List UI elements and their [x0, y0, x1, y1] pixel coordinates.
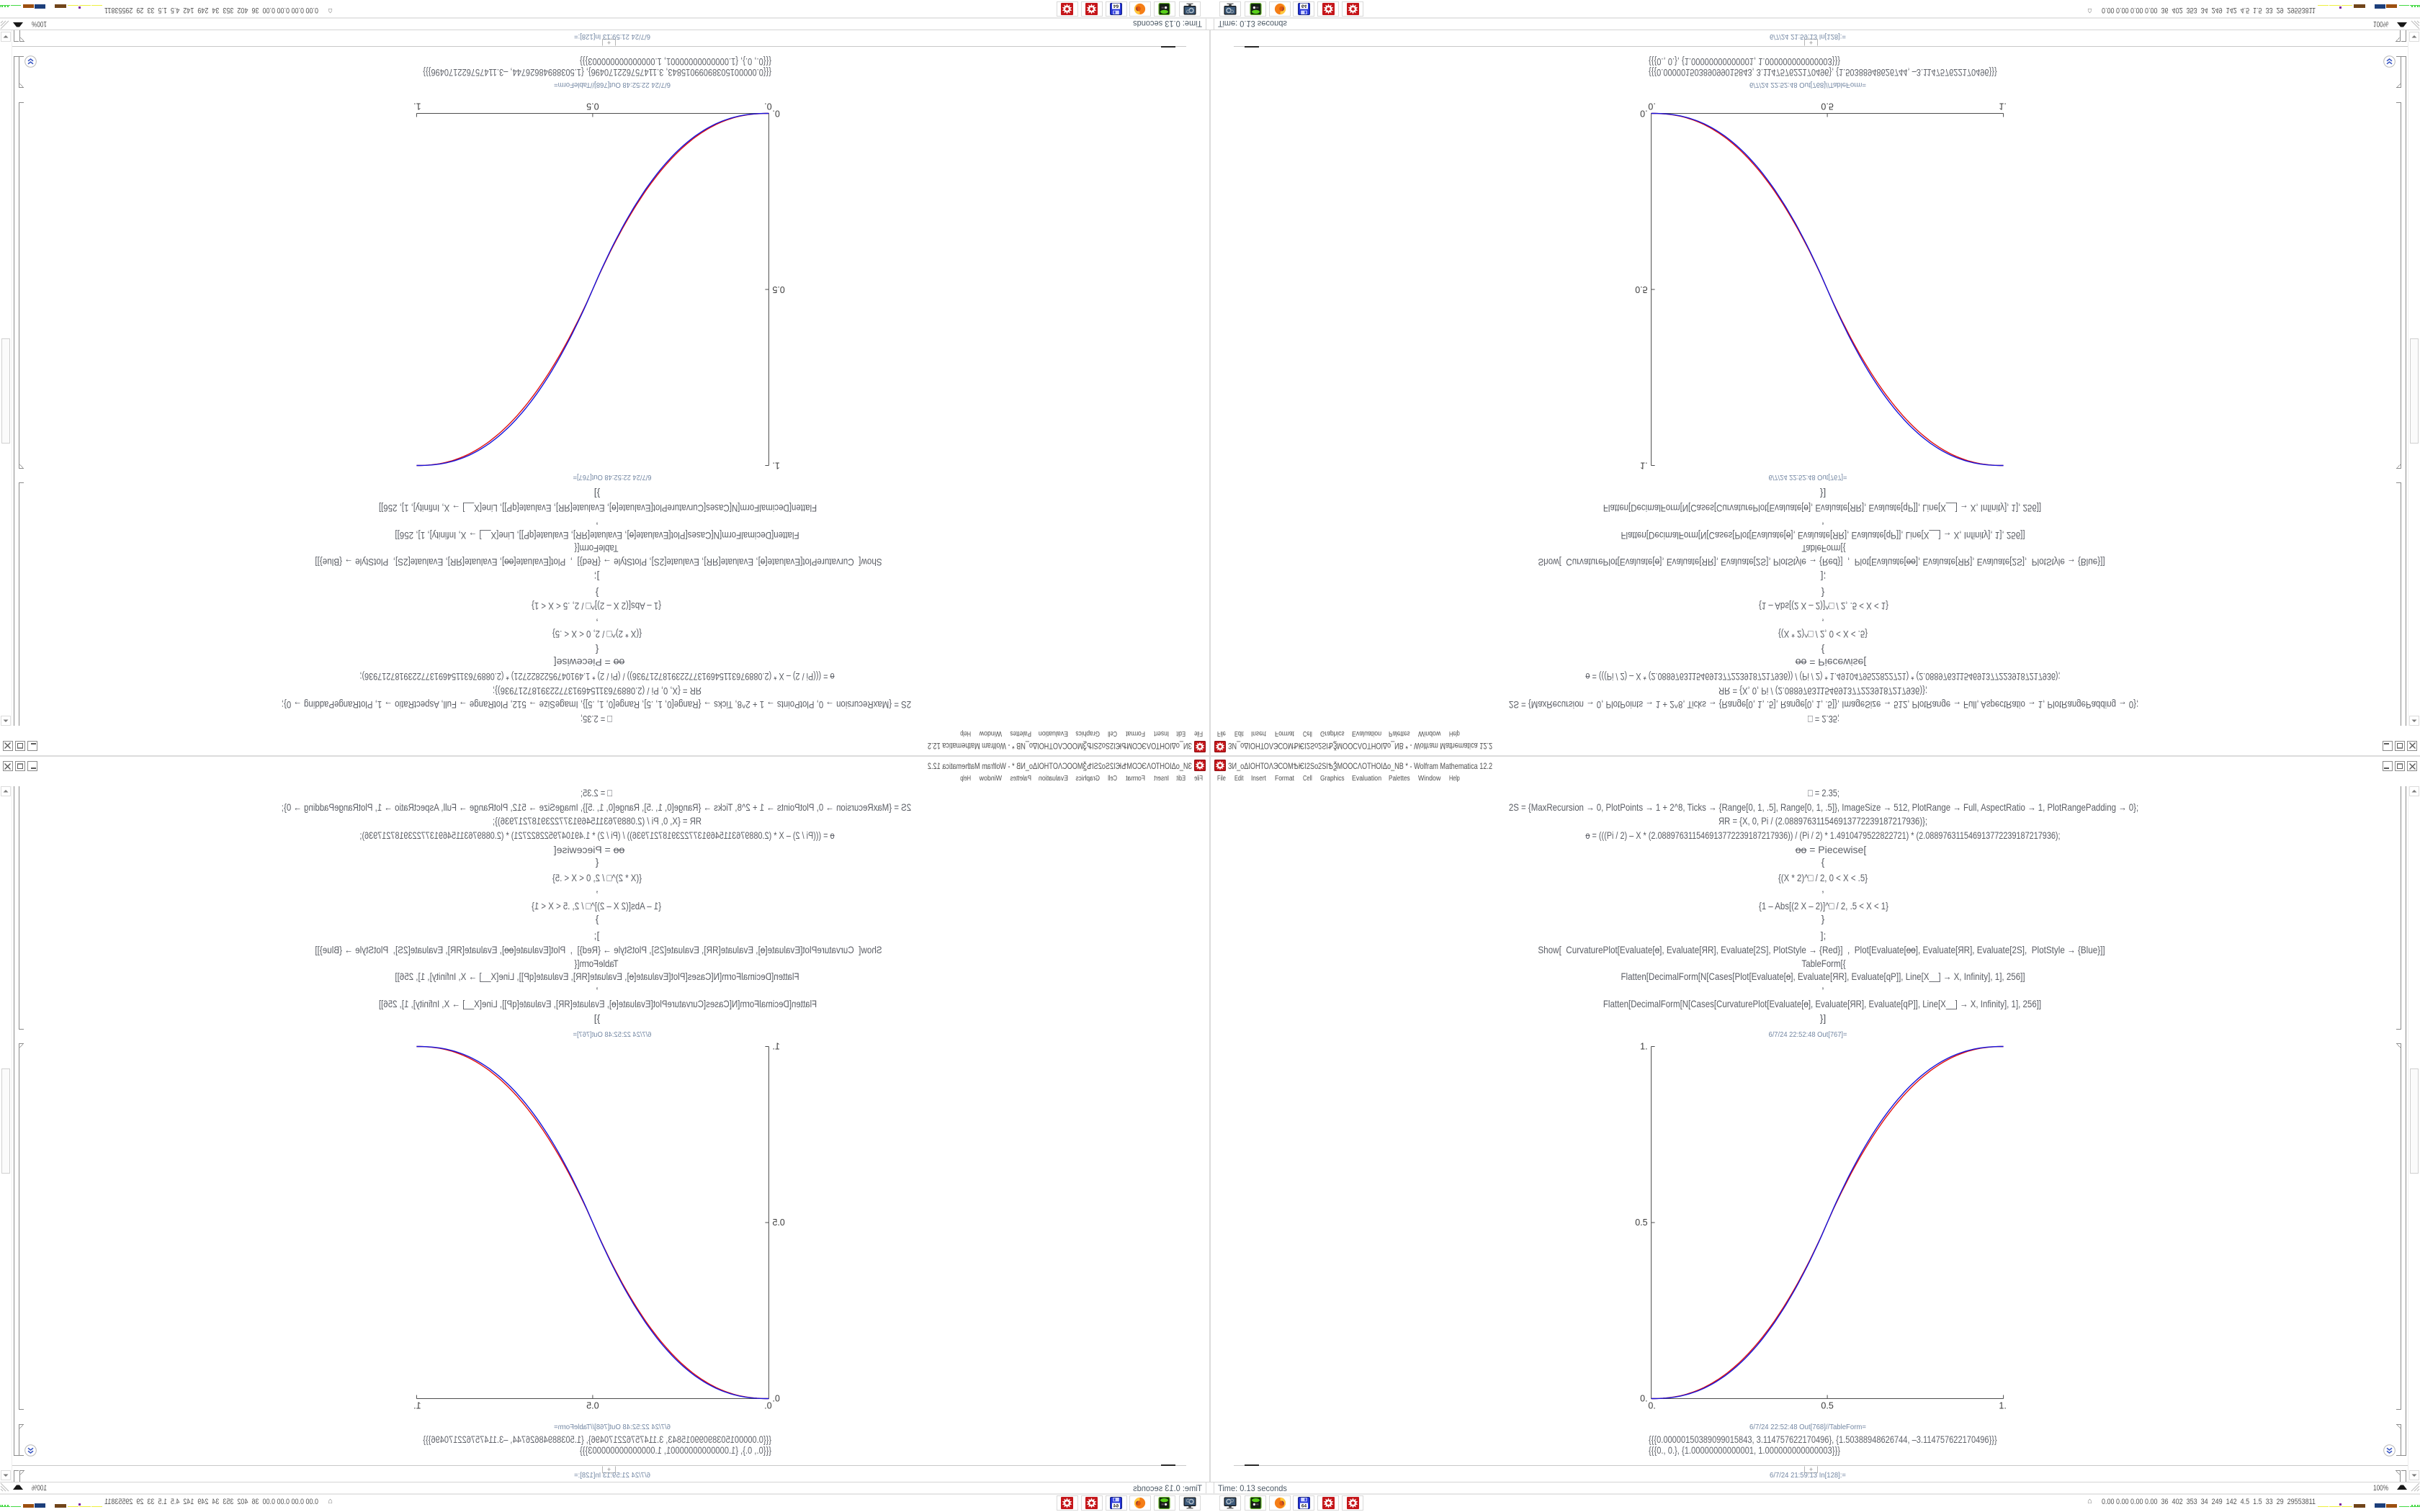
svg-text:1.: 1. — [1640, 1042, 1647, 1052]
svg-text:64: 64 — [1113, 3, 1119, 8]
svg-text:0.5: 0.5 — [586, 102, 599, 112]
svg-text:64: 64 — [1301, 1504, 1307, 1509]
svg-text:0.5: 0.5 — [1635, 284, 1647, 294]
svg-text:0.5: 0.5 — [586, 1401, 599, 1411]
svg-text:0.: 0. — [1648, 1401, 1655, 1411]
svg-text:0.: 0. — [1648, 102, 1655, 112]
svg-text:0.: 0. — [772, 1394, 779, 1404]
svg-text:0.: 0. — [1640, 109, 1647, 119]
svg-text:0.5: 0.5 — [1635, 1218, 1647, 1228]
svg-text:1.: 1. — [413, 1401, 421, 1411]
svg-text:1.: 1. — [413, 102, 421, 112]
svg-text:1.: 1. — [772, 461, 779, 471]
svg-text:0.5: 0.5 — [1821, 102, 1833, 112]
svg-text:1.: 1. — [1999, 102, 2006, 112]
svg-text:0.5: 0.5 — [1821, 1401, 1833, 1411]
svg-text:1.: 1. — [772, 1042, 779, 1052]
svg-text:64: 64 — [1301, 3, 1307, 8]
svg-text:0.: 0. — [772, 109, 779, 119]
svg-text:0.: 0. — [764, 1401, 771, 1411]
svg-text:1.: 1. — [1640, 461, 1647, 471]
svg-text:0.: 0. — [764, 102, 771, 112]
svg-text:64: 64 — [1113, 1504, 1119, 1509]
svg-text:0.: 0. — [1640, 1394, 1647, 1404]
svg-text:0.5: 0.5 — [772, 284, 784, 294]
svg-text:0.5: 0.5 — [772, 1218, 784, 1228]
svg-text:1.: 1. — [1999, 1401, 2006, 1411]
